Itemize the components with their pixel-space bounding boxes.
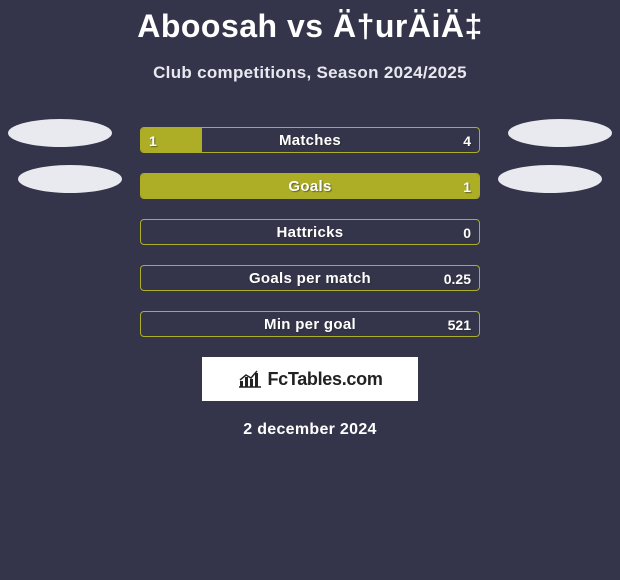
comparison-chart: Matches14Goals1Hattricks0Goals per match… [0, 127, 620, 337]
stat-row: Matches1 4 [0, 127, 620, 153]
page-title: Aboosah vs Ä†urÄiÄ‡ [0, 0, 620, 45]
stat-row: Min per goal521 [0, 311, 620, 337]
bar-track: Hattricks0 [140, 219, 480, 245]
bar-label: Matches [141, 128, 479, 153]
subtitle: Club competitions, Season 2024/2025 [0, 63, 620, 83]
logo-box: FcTables.com [202, 357, 418, 401]
bar-label: Hattricks [141, 220, 479, 245]
bar-label: Goals [141, 174, 479, 199]
bar-label: Goals per match [141, 266, 479, 291]
bar-chart-icon [237, 369, 263, 389]
stat-row: Hattricks0 [0, 219, 620, 245]
bar-track: Goals1 [140, 173, 480, 199]
stat-row: Goals1 [0, 173, 620, 199]
bar-label: Min per goal [141, 312, 479, 337]
logo-text: FcTables.com [267, 369, 382, 390]
bar-value-right: 0 [463, 220, 471, 245]
stat-row: Goals per match0.25 [0, 265, 620, 291]
bar-track: Min per goal521 [140, 311, 480, 337]
date-line: 2 december 2024 [0, 421, 620, 439]
bar-value-right: 4 [463, 128, 471, 153]
bar-track: Matches1 4 [140, 127, 480, 153]
bar-value-right: 0.25 [444, 266, 471, 291]
bar-value-right: 521 [448, 312, 471, 337]
bar-value-left: 1 [149, 128, 157, 153]
bar-track: Goals per match0.25 [140, 265, 480, 291]
bar-value-right: 1 [463, 174, 471, 199]
